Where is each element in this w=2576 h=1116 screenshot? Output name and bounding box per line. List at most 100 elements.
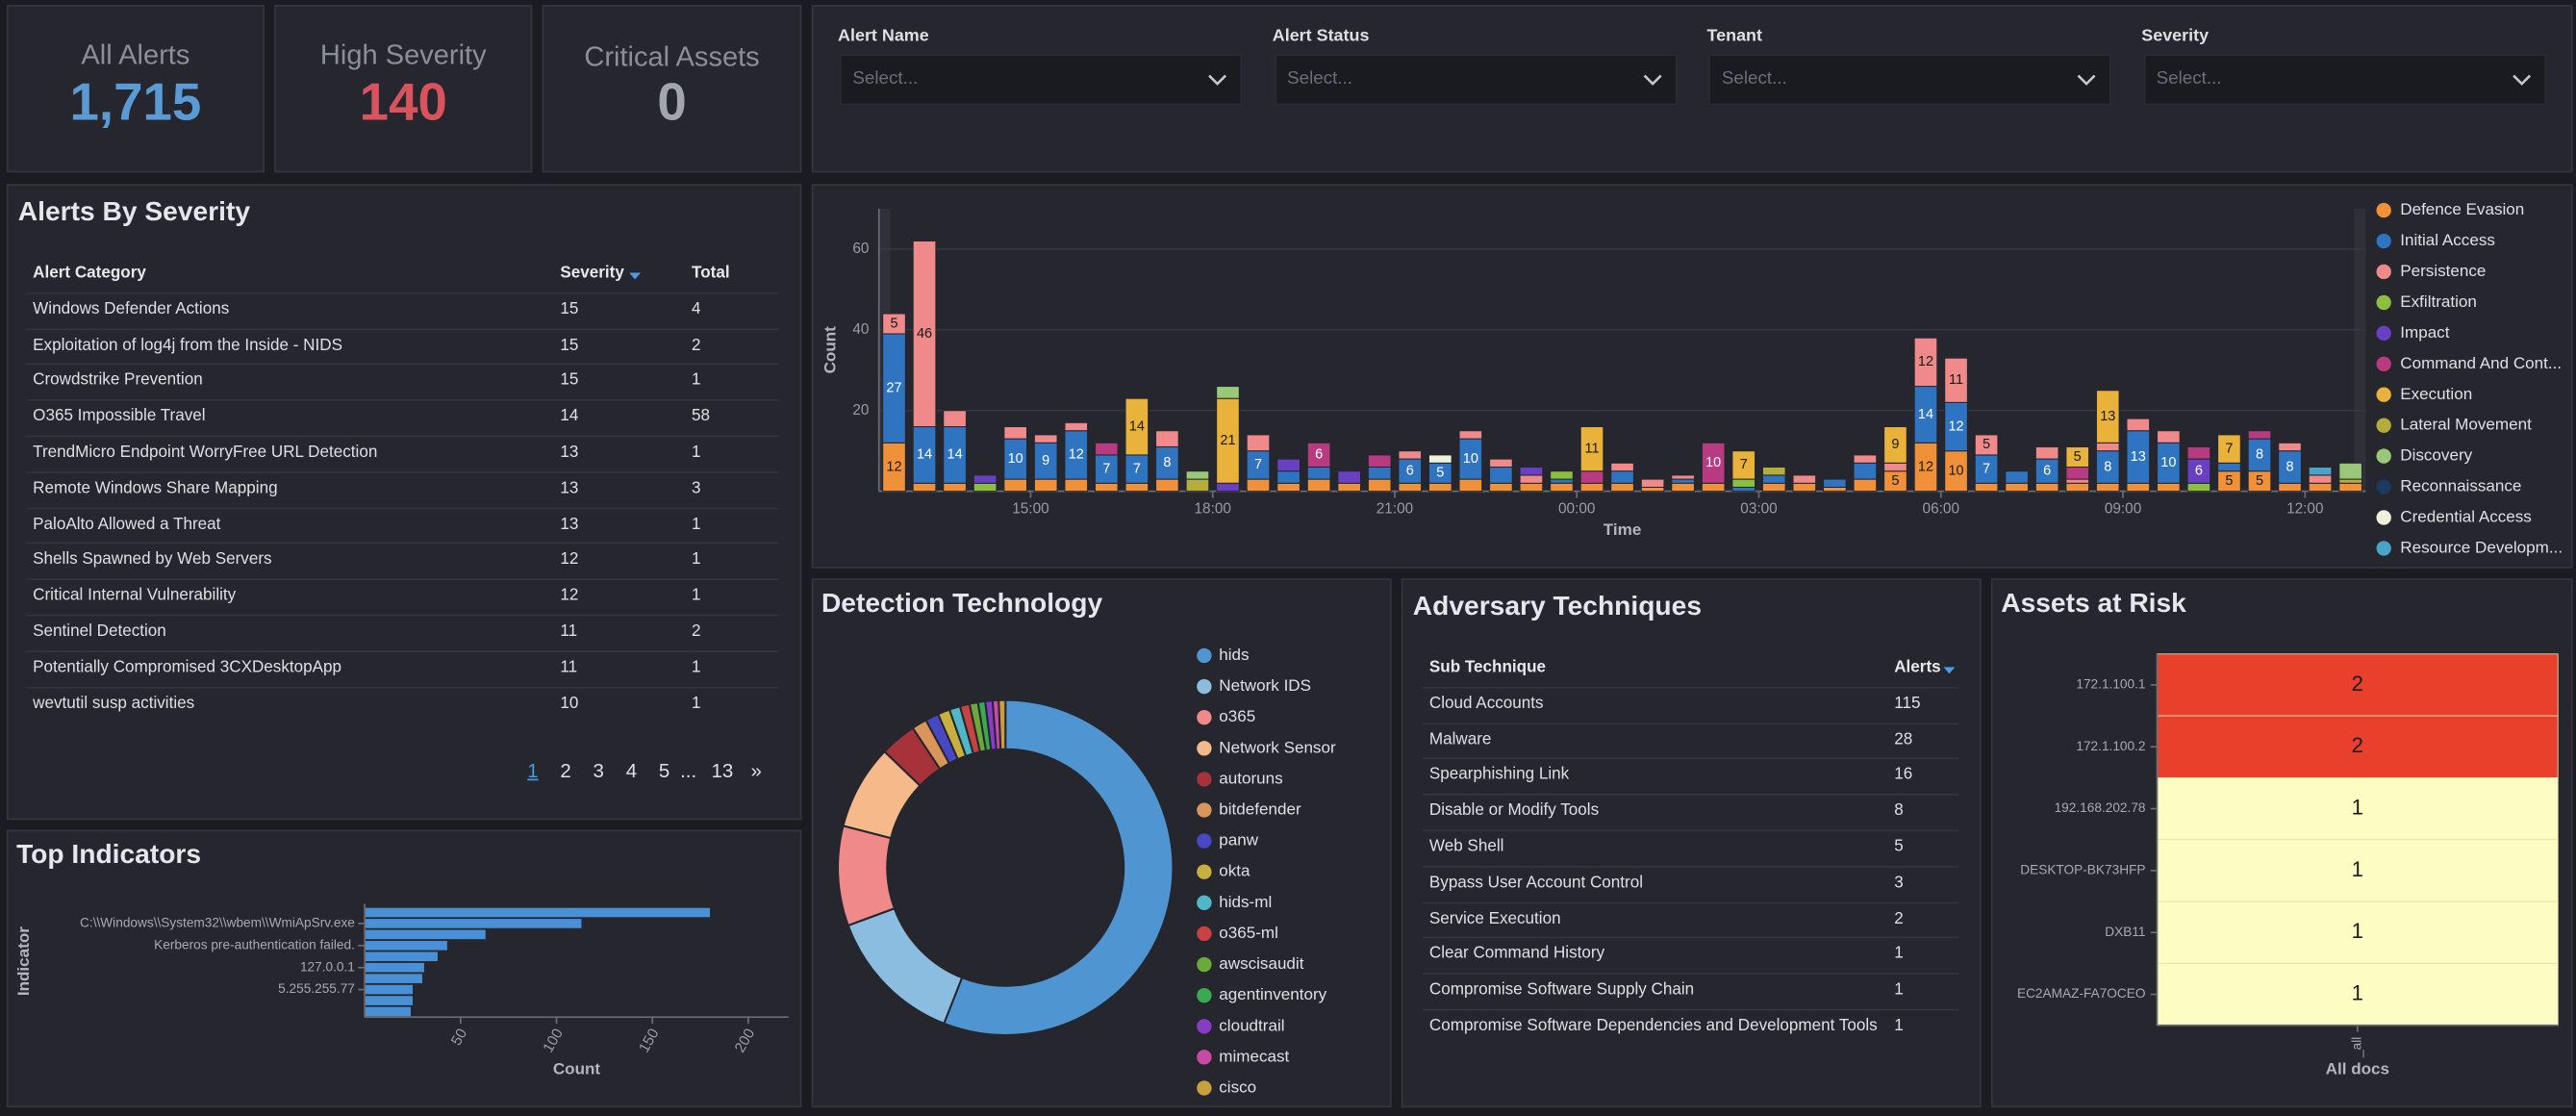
bar-segment xyxy=(2126,418,2151,432)
dropdown[interactable]: Select... xyxy=(839,54,1243,106)
x-tick-label: _all xyxy=(2349,1037,2363,1058)
data-label: 27 xyxy=(886,380,901,395)
bar-segment xyxy=(1064,421,1089,432)
legend-marker xyxy=(2376,510,2391,525)
bar-segment xyxy=(1033,478,1058,493)
data-label: 46 xyxy=(917,326,932,342)
table-cell: 15 xyxy=(560,300,579,318)
dropdown-placeholder: Select... xyxy=(852,68,919,89)
bar-segment xyxy=(1367,466,1392,480)
brush-shade xyxy=(2354,208,2366,492)
data-label: 5 xyxy=(1891,473,1899,489)
dropdown-placeholder: Select... xyxy=(1287,68,1353,89)
bar-segment xyxy=(1276,482,1301,493)
cell-label: 2 xyxy=(2352,672,2363,696)
column-header: Sub Technique xyxy=(1428,658,1547,677)
kpi-label: High Severity xyxy=(319,38,487,71)
bar-segment xyxy=(943,482,967,493)
legend-label: Resource Developm... xyxy=(2400,538,2563,556)
table-cell: Exploitation of log4j from the Inside - … xyxy=(33,336,342,355)
bar-segment xyxy=(1640,478,1665,488)
page-link[interactable]: 4 xyxy=(625,759,638,782)
legend-marker xyxy=(1197,647,1212,664)
bar-segment xyxy=(2308,466,2333,476)
table-cell: wevtutil susp activities xyxy=(33,694,195,713)
page-link[interactable]: 13 xyxy=(711,759,734,782)
row-separator xyxy=(26,435,779,438)
bar-segment xyxy=(2005,482,2029,493)
page-link[interactable]: 2 xyxy=(560,759,571,782)
table-cell: Web Shell xyxy=(1428,838,1504,856)
data-label: 8 xyxy=(1163,455,1171,470)
table-cell: 1 xyxy=(692,658,701,677)
legend-label: okta xyxy=(1219,862,1250,880)
bar-segment xyxy=(2278,442,2302,452)
filter-label: Alert Status xyxy=(1272,26,1370,46)
x-tick-label: 12:00 xyxy=(2286,501,2323,518)
bar-segment xyxy=(2338,462,2362,480)
x-tick-label: 00:00 xyxy=(1558,501,1595,518)
bar-segment xyxy=(1853,454,1878,464)
bar-segment xyxy=(1003,478,1028,493)
bar-segment xyxy=(912,240,937,428)
panel-title: Top Indicators xyxy=(16,838,201,869)
page-link[interactable]: 1 xyxy=(527,759,539,782)
y-axis-label: Indicator xyxy=(14,926,33,996)
bar-segment xyxy=(2308,482,2333,493)
data-label: 12 xyxy=(886,459,901,474)
page-link[interactable]: 5 xyxy=(658,759,670,782)
table-cell: 4 xyxy=(692,300,701,318)
page-link[interactable]: ... xyxy=(680,759,697,782)
legend-marker xyxy=(1197,802,1212,818)
dropdown[interactable]: Select... xyxy=(1708,54,2111,106)
table-cell: PaloAlto Allowed a Threat xyxy=(33,515,221,534)
legend-label: awscisaudit xyxy=(1219,954,1303,973)
legend-marker xyxy=(1197,772,1212,787)
bar-segment xyxy=(912,482,937,493)
cell-label: 1 xyxy=(2352,857,2363,881)
bar-segment xyxy=(1306,466,1331,480)
y-tick-label: 20 xyxy=(852,402,869,418)
bar-segment xyxy=(1306,478,1331,493)
table-cell: TrendMicro Endpoint WorryFree URL Detect… xyxy=(33,444,378,462)
legend-label: o365-ml xyxy=(1219,924,1278,942)
chevron-path xyxy=(1208,74,1227,86)
cell-label: 1 xyxy=(2352,795,2363,819)
data-label: 5 xyxy=(2074,449,2082,465)
kpi-value: 140 xyxy=(359,72,447,132)
page-link[interactable]: » xyxy=(750,759,762,782)
row-separator xyxy=(26,507,779,509)
table-cell: 28 xyxy=(1894,730,1913,749)
dropdown[interactable]: Select... xyxy=(2142,54,2546,106)
bar-segment xyxy=(1823,478,1847,488)
row-separator xyxy=(26,327,779,330)
data-label: 14 xyxy=(1918,407,1933,422)
bar-segment xyxy=(2065,478,2090,484)
bar-segment xyxy=(1519,482,1544,493)
legend-label: Network IDS xyxy=(1219,676,1311,695)
legend-label: Initial Access xyxy=(2400,231,2495,249)
dropdown[interactable]: Select... xyxy=(1274,54,1677,106)
bar-segment xyxy=(972,482,998,493)
bar-segment xyxy=(1246,434,1271,452)
bar-segment xyxy=(2034,445,2059,460)
table-cell: 1 xyxy=(1894,1017,1904,1035)
legend-marker xyxy=(2376,233,2391,249)
page-link[interactable]: 3 xyxy=(593,759,604,782)
table-cell: 3 xyxy=(1894,874,1904,893)
legend-marker xyxy=(1197,956,1212,973)
bar-segment xyxy=(1489,482,1513,493)
table-cell: Critical Internal Vulnerability xyxy=(33,587,237,605)
bar-segment xyxy=(1337,482,1362,493)
data-label: 13 xyxy=(2131,449,2146,465)
legend-label: Exfiltration xyxy=(2400,292,2477,311)
bar-segment xyxy=(1701,442,1726,484)
chevron xyxy=(2077,74,2096,86)
bar xyxy=(365,962,424,973)
row-separator xyxy=(1423,686,1958,689)
table-cell: Compromise Software Supply Chain xyxy=(1428,980,1695,1000)
bar-segment xyxy=(2217,434,2241,464)
bar-segment xyxy=(1610,470,1634,484)
row-separator xyxy=(1423,829,1958,832)
row-separator xyxy=(26,470,779,473)
